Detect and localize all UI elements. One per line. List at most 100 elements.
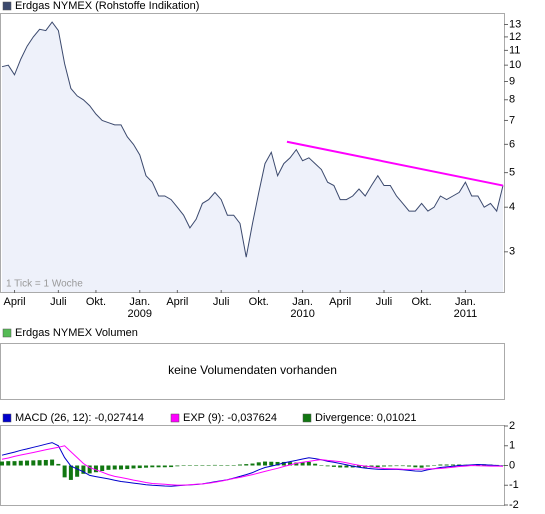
divergence-bar <box>369 465 374 468</box>
macd-line <box>1 442 504 487</box>
y-tick-label: 9 <box>509 75 515 87</box>
divergence-bar <box>144 465 149 468</box>
x-tick-label: April <box>329 296 351 308</box>
divergence-bar <box>331 465 336 467</box>
divergence-bar <box>400 465 405 467</box>
divergence-bar <box>25 460 30 466</box>
x-tick-label: April <box>166 296 188 308</box>
x-tick-year: 2009 <box>128 308 152 320</box>
divergence-bar <box>250 463 255 466</box>
y-tick-label: 1 <box>509 440 515 452</box>
divergence-bar <box>450 464 455 466</box>
legend-label: EXP (9): -0,037624 <box>183 412 277 424</box>
legend-swatch <box>170 413 180 423</box>
divergence-bar <box>319 465 324 466</box>
divergence-bar <box>382 465 387 467</box>
plot-frame <box>0 13 505 293</box>
divergence-bar <box>375 465 380 468</box>
y-tick-label: 6 <box>509 138 515 150</box>
legend-swatch <box>302 413 312 423</box>
divergence-bar <box>37 460 42 466</box>
y-tick-label: 8 <box>509 94 515 106</box>
legend-swatch <box>2 328 12 338</box>
y-tick-label: 5 <box>509 167 515 179</box>
divergence-bar <box>281 461 286 466</box>
divergence-bar <box>300 462 305 466</box>
divergence-bar <box>219 465 224 466</box>
divergence-bar <box>288 462 293 466</box>
x-tick-year: 2010 <box>290 308 314 320</box>
divergence-bar <box>87 465 92 474</box>
x-tick-label: April <box>4 296 26 308</box>
legend-label: Divergence: 0,01021 <box>315 412 417 424</box>
divergence-bar <box>187 465 192 466</box>
divergence-bar <box>338 465 343 468</box>
x-tick-label: Juli <box>376 296 393 308</box>
divergence-bar <box>325 465 330 467</box>
divergence-bar <box>413 465 418 468</box>
y-tick-label: 11 <box>509 44 520 56</box>
divergence-bar <box>356 465 361 468</box>
x-tick-label: Okt. <box>412 296 432 308</box>
price-line <box>1 21 504 258</box>
divergence-bar <box>62 465 67 478</box>
divergence-bar <box>112 465 117 470</box>
divergence-bar <box>407 465 412 467</box>
divergence-bar <box>18 460 23 466</box>
divergence-bar <box>206 465 211 466</box>
divergence-bar <box>175 465 180 467</box>
x-tick-label: Jan. <box>455 296 476 308</box>
divergence-bar <box>118 465 123 470</box>
x-tick-label: Okt. <box>249 296 269 308</box>
y-tick-label: 2 <box>509 420 515 432</box>
divergence-bar <box>162 465 167 468</box>
y-tick-label: 7 <box>509 114 515 126</box>
no-data-message: keine Volumendaten vorhanden <box>168 363 337 377</box>
divergence-bar <box>212 464 217 466</box>
y-tick-label: 4 <box>509 201 515 213</box>
divergence-bar <box>150 465 155 468</box>
y-tick-label: -2 <box>509 499 519 511</box>
divergence-bar <box>93 465 98 473</box>
divergence-bar <box>313 463 318 466</box>
plot-frame <box>0 343 505 400</box>
divergence-bar <box>225 465 230 466</box>
divergence-bar <box>125 465 130 470</box>
y-tick-label: 0 <box>509 459 515 471</box>
divergence-bar <box>56 463 61 466</box>
divergence-bar <box>81 465 86 474</box>
x-tick-label: Jan. <box>292 296 313 308</box>
divergence-bar <box>6 461 11 466</box>
y-tick-label: 12 <box>509 31 521 43</box>
divergence-bar <box>501 465 505 466</box>
divergence-bar <box>432 465 437 466</box>
legend-label: Erdgas NYMEX (Rohstoffe Indikation) <box>15 0 199 12</box>
divergence-bar <box>43 459 48 466</box>
y-tick-label: 13 <box>509 18 521 30</box>
divergence-bar <box>194 465 199 466</box>
divergence-bar <box>231 465 236 466</box>
y-tick-label: 10 <box>509 59 521 71</box>
legend-label: MACD (26, 12): -0,027414 <box>15 412 144 424</box>
divergence-bar <box>31 460 36 466</box>
legend-label: Erdgas NYMEX Volumen <box>15 327 138 339</box>
divergence-bar <box>156 465 161 468</box>
divergence-bar <box>0 461 4 466</box>
divergence-bar <box>263 461 268 466</box>
divergence-bar <box>269 461 274 466</box>
divergence-bar <box>181 465 186 466</box>
divergence-bar <box>444 464 449 466</box>
divergence-bar <box>419 465 424 468</box>
divergence-bar <box>50 459 55 466</box>
divergence-bar <box>68 465 73 480</box>
divergence-bar <box>244 464 249 466</box>
trend-line <box>286 140 504 187</box>
price-area <box>2 22 503 292</box>
divergence-bar <box>425 465 430 467</box>
divergence-bar <box>438 464 443 466</box>
divergence-bar <box>275 461 280 466</box>
divergence-bar <box>75 465 80 477</box>
y-tick-label: -1 <box>509 479 519 491</box>
divergence-bar <box>294 462 299 466</box>
